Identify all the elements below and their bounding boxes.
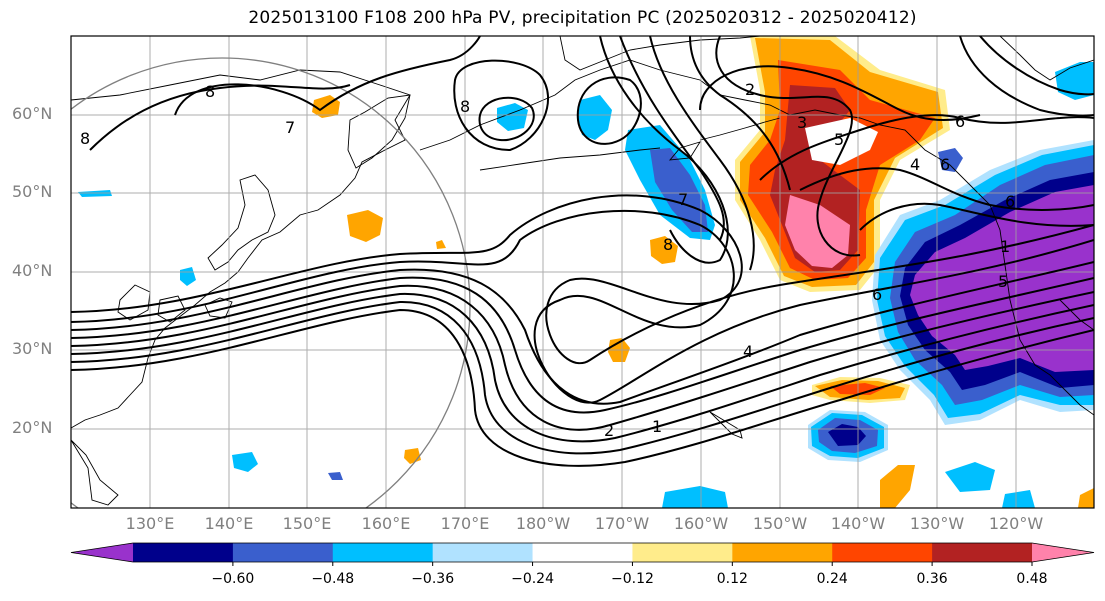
contour-label: 2 bbox=[745, 80, 755, 99]
contour-labels: 8 8 7 8 2 3 5 6 4 6 7 8 6 6 1 5 4 2 1 8 bbox=[80, 80, 1015, 440]
contour-label: 8 bbox=[205, 82, 215, 101]
colorbar-tick-label: −0.60 bbox=[211, 571, 255, 587]
colorbar bbox=[70, 542, 1095, 566]
map-area: 8 8 7 8 2 3 5 6 4 6 7 8 6 6 1 5 4 2 1 8 bbox=[71, 36, 1094, 508]
contour-label: 4 bbox=[743, 342, 753, 361]
radius-circle bbox=[71, 57, 471, 508]
contour-label: 6 bbox=[1005, 192, 1015, 211]
precip-us-west-purple bbox=[910, 185, 1094, 372]
map-frame bbox=[70, 35, 1095, 509]
colorbar-segment bbox=[332, 543, 434, 562]
lon-label: 140°E bbox=[204, 514, 254, 533]
lon-label: 160°E bbox=[361, 514, 411, 533]
colorbar-tick-label: 0.24 bbox=[816, 571, 848, 587]
map-title: 2025013100 F108 200 hPa PV, precipitatio… bbox=[248, 8, 917, 28]
lat-label: 20°N bbox=[12, 418, 53, 437]
colorbar-tick-label: −0.24 bbox=[511, 571, 554, 587]
contour-label: 8 bbox=[663, 235, 673, 254]
colorbar-outline bbox=[70, 542, 1095, 563]
contour-label: 1 bbox=[1000, 237, 1010, 256]
colorbar-extend-max bbox=[1032, 543, 1094, 562]
contour-label: 7 bbox=[678, 190, 688, 209]
colorbar-tick-label: −0.36 bbox=[411, 571, 455, 587]
contour-label: 8 bbox=[80, 129, 90, 148]
colorbar-segment bbox=[732, 543, 833, 562]
colorbar-segment bbox=[932, 543, 1033, 562]
contour-label: 1 bbox=[652, 417, 662, 436]
lon-label: 180°W bbox=[515, 514, 571, 533]
lat-label: 30°N bbox=[12, 339, 53, 358]
lon-label: 170°W bbox=[594, 514, 650, 533]
contour-label: 4 bbox=[910, 155, 920, 174]
pv-contours bbox=[71, 36, 1094, 467]
lat-label: 60°N bbox=[12, 104, 53, 123]
lon-label: 150°E bbox=[282, 514, 332, 533]
lon-label: 130°E bbox=[125, 514, 175, 533]
lat-label: 50°N bbox=[12, 182, 53, 201]
colorbar-tick-label: 0.36 bbox=[916, 571, 948, 587]
contour-label: 8 bbox=[460, 97, 470, 116]
contour-label: 6 bbox=[940, 155, 950, 174]
contour-label: 5 bbox=[834, 130, 844, 149]
colorbar-tick-label: −0.12 bbox=[610, 571, 654, 587]
colorbar-segment bbox=[632, 543, 733, 562]
colorbar-tick-label: 0.48 bbox=[1016, 571, 1048, 587]
coastlines bbox=[71, 36, 1094, 506]
contour-label: 5 bbox=[998, 272, 1008, 291]
lon-label: 160°W bbox=[673, 514, 729, 533]
colorbar-segment bbox=[532, 543, 633, 562]
lon-label: 150°W bbox=[752, 514, 808, 533]
contour-label: 6 bbox=[872, 285, 882, 304]
lon-label: 120°W bbox=[988, 514, 1044, 533]
colorbar-segment bbox=[832, 543, 933, 562]
contour-label: 7 bbox=[285, 118, 295, 137]
contour-label: 6 bbox=[955, 112, 965, 131]
colorbar-tick-label: 0.12 bbox=[716, 571, 748, 587]
colorbar-segment bbox=[232, 543, 334, 562]
lat-label: 40°N bbox=[12, 261, 53, 280]
colorbar-extend-min bbox=[71, 543, 133, 562]
lon-label: 170°E bbox=[440, 514, 490, 533]
lon-label: 130°W bbox=[909, 514, 965, 533]
colorbar-tick-label: −0.48 bbox=[311, 571, 355, 587]
contour-label: 3 bbox=[797, 113, 807, 132]
lon-label: 140°W bbox=[830, 514, 886, 533]
colorbar-segment bbox=[133, 543, 234, 562]
colorbar-segment bbox=[432, 543, 534, 562]
precip-w-pacific-2 bbox=[347, 210, 383, 242]
contour-label: 2 bbox=[604, 421, 614, 440]
